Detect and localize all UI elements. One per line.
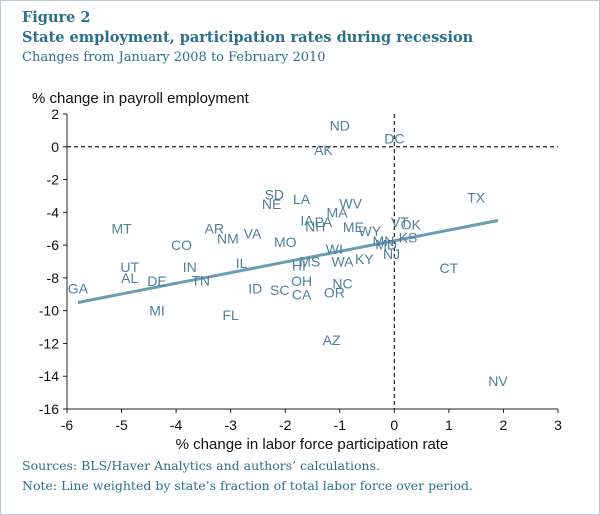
- state-point-nh: NH: [305, 218, 325, 234]
- state-point-nv: NV: [488, 373, 508, 389]
- x-tick-label: 2: [500, 417, 508, 433]
- state-point-in: IN: [183, 259, 197, 275]
- y-tick-label: -10: [39, 303, 59, 319]
- state-point-il: IL: [236, 255, 248, 271]
- figure-footer: Sources: BLS/Haver Analytics and authors…: [22, 456, 473, 496]
- state-point-me: ME: [343, 219, 364, 235]
- y-tick-label: 2: [51, 106, 59, 122]
- state-point-nm: NM: [217, 231, 239, 247]
- x-tick-label: -6: [61, 417, 74, 433]
- y-tick-label: -8: [47, 270, 60, 286]
- sources-note: Sources: BLS/Haver Analytics and authors…: [22, 458, 380, 473]
- state-point-nc: NC: [332, 276, 352, 292]
- state-point-mi: MI: [149, 303, 165, 319]
- state-point-va: VA: [244, 226, 262, 242]
- state-point-wa: WA: [331, 254, 354, 270]
- state-point-id: ID: [248, 281, 262, 297]
- state-point-ma: MA: [327, 204, 349, 220]
- state-point-ak: AK: [314, 142, 333, 158]
- state-point-mt: MT: [111, 221, 132, 237]
- state-point-tn: TN: [191, 272, 210, 288]
- state-point-wv: WV: [339, 195, 362, 211]
- state-point-ia: IA: [300, 213, 314, 229]
- axes-layer: 20-2-4-6-8-10-12-14-16-6 -5 -4 -3 -2 -1 0 1 2 3: [39, 106, 562, 433]
- x-tick-label: -2: [279, 417, 292, 433]
- state-point-ky: KY: [355, 251, 374, 267]
- weighting-note: Note: Line weighted by state’s fraction …: [22, 478, 474, 493]
- state-point-ct: CT: [440, 260, 459, 276]
- state-point-ms: MS: [299, 254, 320, 270]
- state-point-dc: DC: [384, 131, 404, 147]
- state-point-ut: UT: [120, 259, 139, 275]
- state-point-co: CO: [171, 237, 192, 253]
- state-point-vt: VT: [391, 214, 409, 230]
- figure-title: State employment, participation rates du…: [22, 29, 474, 46]
- state-point-sc: SC: [270, 282, 289, 298]
- y-tick-label: 0: [51, 139, 59, 155]
- x-axis-title: % change in labor force participation ra…: [176, 436, 449, 453]
- x-tick-label: 0: [390, 417, 398, 433]
- figure-header: Figure 2 State employment, participation…: [22, 8, 473, 68]
- state-point-mn: MN: [373, 233, 395, 249]
- y-tick-label: -2: [47, 172, 60, 188]
- x-tick-label: -5: [115, 417, 128, 433]
- trend-line: [77, 219, 499, 304]
- state-point-nd: ND: [330, 117, 350, 133]
- state-point-al: AL: [121, 270, 138, 286]
- state-point-oh: OH: [291, 273, 312, 289]
- state-point-wy: WY: [359, 223, 382, 239]
- state-point-ca: CA: [292, 286, 312, 302]
- state-point-or: OR: [324, 285, 345, 301]
- trend-line-layer: [77, 219, 499, 304]
- figure-label: Figure 2: [22, 9, 91, 26]
- state-point-mo: MO: [274, 234, 297, 250]
- y-tick-label: -6: [47, 237, 60, 253]
- state-point-az: AZ: [323, 332, 341, 348]
- state-point-md: MD: [375, 236, 397, 252]
- x-tick-label: -4: [170, 417, 183, 433]
- state-point-wi: WI: [326, 241, 343, 257]
- y-tick-label: -16: [39, 401, 59, 417]
- state-point-pa: PA: [315, 214, 333, 230]
- x-tick-label: -1: [334, 417, 347, 433]
- y-tick-label: -12: [39, 335, 59, 351]
- state-point-hi: HI: [292, 258, 306, 274]
- state-point-fl: FL: [222, 307, 239, 323]
- y-tick-label: -14: [39, 368, 59, 384]
- state-point-ks: KS: [399, 230, 418, 246]
- state-point-la: LA: [293, 191, 311, 207]
- state-point-ar: AR: [205, 221, 224, 237]
- state-point-ne: NE: [262, 196, 281, 212]
- state-point-nj: NJ: [383, 246, 400, 262]
- state-point-tx: TX: [467, 190, 486, 206]
- x-tick-label: -3: [224, 417, 237, 433]
- state-point-de: DE: [147, 273, 166, 289]
- state-point-ok: OK: [401, 217, 422, 233]
- y-tick-label: -4: [47, 204, 60, 220]
- y-axis-title: % change in payroll employment: [32, 90, 250, 107]
- figure-subtitle: Changes from January 2008 to February 20…: [22, 50, 326, 65]
- x-tick-label: 1: [445, 417, 453, 433]
- x-tick-label: 3: [554, 417, 562, 433]
- reference-lines: [67, 114, 558, 409]
- state-point-ga: GA: [68, 281, 89, 297]
- state-point-sd: SD: [265, 186, 284, 202]
